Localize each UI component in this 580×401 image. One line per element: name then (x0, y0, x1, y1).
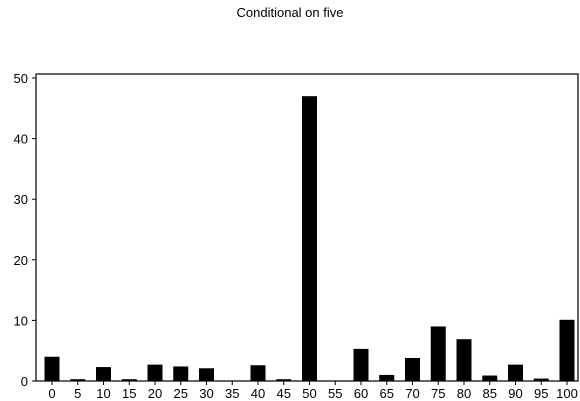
y-tick-label: 40 (14, 132, 28, 147)
y-tick-label: 0 (21, 374, 28, 389)
y-tick-label: 30 (14, 192, 28, 207)
bar-70 (405, 357, 420, 381)
x-tick-label-80: 80 (457, 386, 471, 401)
bar-60 (353, 348, 369, 381)
bar-20 (147, 364, 163, 381)
x-tick-label-100: 100 (556, 386, 578, 401)
x-tick-label-70: 70 (405, 386, 419, 401)
x-tick-label-75: 75 (431, 386, 445, 401)
bar-15 (121, 379, 137, 381)
x-tick-label-25: 25 (174, 386, 188, 401)
bar-80 (456, 339, 472, 381)
bar-25 (173, 366, 189, 381)
x-tick-label-60: 60 (354, 386, 368, 401)
x-tick-label-40: 40 (251, 386, 265, 401)
bar-95 (533, 378, 549, 381)
x-tick-label-45: 45 (277, 386, 291, 401)
bar-50 (302, 96, 317, 382)
x-tick-label-15: 15 (122, 386, 136, 401)
y-tick-label: 20 (14, 253, 28, 268)
x-tick-label-0: 0 (48, 386, 55, 401)
x-tick-label-85: 85 (483, 386, 497, 401)
x-axis: 0 5 10 15 20 25 30 35 40 45 50 55 60 65 70 75 80 85 90 95 10… (48, 381, 578, 401)
x-tick-label-95: 95 (534, 386, 548, 401)
x-tick-label-10: 10 (96, 386, 110, 401)
bar-40 (250, 365, 266, 381)
bar-75 (430, 326, 446, 381)
x-tick-label-50: 50 (302, 386, 316, 401)
bar-100 (559, 319, 575, 381)
y-tick-label: 10 (14, 313, 28, 328)
x-tick-label-5: 5 (74, 386, 81, 401)
x-tick-label-20: 20 (148, 386, 162, 401)
bar-10 (96, 367, 111, 381)
bar-90 (508, 364, 523, 381)
x-tick-label-65: 65 (380, 386, 394, 401)
bar-45 (276, 379, 292, 381)
x-tick-label-35: 35 (225, 386, 239, 401)
x-tick-label-30: 30 (199, 386, 213, 401)
bar-5 (70, 379, 86, 381)
chart-title: Conditional on five (236, 5, 344, 20)
bar-85 (482, 375, 498, 381)
bar-65 (379, 374, 395, 381)
x-tick-label-55: 55 (328, 386, 342, 401)
bar-0 (44, 356, 60, 381)
bars (44, 96, 575, 382)
y-tick-label: 50 (14, 71, 28, 86)
x-tick-label-90: 90 (508, 386, 522, 401)
bar-30 (199, 368, 214, 381)
y-axis: 0 10 20 30 40 50 (14, 71, 36, 389)
